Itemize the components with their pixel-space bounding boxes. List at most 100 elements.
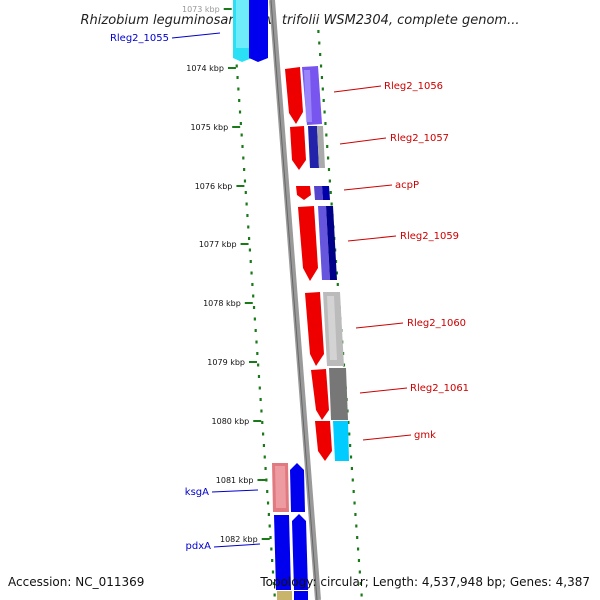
gc-dot bbox=[258, 386, 261, 390]
ruler-tick-label: 1076 kbp bbox=[195, 182, 233, 191]
feature-rleg2-1061[interactable] bbox=[311, 368, 348, 420]
feature-rleg2-1056[interactable] bbox=[285, 66, 322, 125]
gc-dot bbox=[238, 110, 242, 114]
genome-backbone bbox=[269, 0, 321, 600]
gc-dot bbox=[238, 99, 241, 102]
gc-dot bbox=[260, 409, 263, 413]
gc-dot bbox=[239, 122, 242, 125]
ruler-tick-label: 1082 kbp bbox=[220, 535, 258, 544]
gc-dot bbox=[245, 202, 248, 206]
gc-dot bbox=[324, 122, 327, 125]
gc-dot bbox=[352, 490, 355, 493]
gc-dot bbox=[328, 179, 331, 183]
feature-rleg2-1057[interactable] bbox=[290, 126, 325, 170]
gc-dot bbox=[350, 467, 354, 470]
gc-dot bbox=[243, 179, 247, 183]
gc-dot bbox=[348, 432, 351, 436]
gc-dot bbox=[356, 536, 359, 539]
gc-dot bbox=[349, 455, 353, 459]
gc-dot bbox=[251, 283, 254, 286]
gc-dot bbox=[271, 559, 274, 562]
gc-dot bbox=[235, 64, 238, 68]
label-gmk[interactable]: gmk bbox=[414, 430, 436, 441]
feature-rleg2-1055[interactable] bbox=[233, 0, 268, 62]
gc-dot bbox=[329, 191, 332, 194]
gc-dot bbox=[327, 168, 331, 171]
gc-dot bbox=[253, 317, 256, 321]
gc-dot bbox=[247, 237, 251, 240]
gc-dot bbox=[342, 363, 346, 367]
gc-dot bbox=[257, 363, 260, 367]
gc-dot bbox=[243, 168, 246, 171]
feature-gmk[interactable] bbox=[315, 421, 349, 461]
gc-dot bbox=[261, 432, 265, 436]
map-title: Rhizobium leguminosarum bv. trifolii WSM… bbox=[81, 13, 520, 28]
label-rleg2-1061[interactable]: Rleg2_1061 bbox=[410, 383, 469, 394]
label-rleg2-1057[interactable]: Rleg2_1057 bbox=[390, 133, 449, 144]
gc-dot bbox=[250, 271, 253, 275]
gc-dot bbox=[319, 64, 323, 68]
gene-features bbox=[233, 0, 349, 600]
gc-dot bbox=[360, 593, 363, 597]
gc-dot bbox=[246, 214, 249, 217]
gc-dot bbox=[347, 421, 350, 424]
gc-dot bbox=[269, 536, 272, 539]
gc-dot bbox=[240, 133, 243, 137]
gc-dot bbox=[320, 76, 324, 79]
gc-dot bbox=[351, 478, 354, 482]
gc-dot bbox=[244, 191, 247, 194]
label-rleg2-1055[interactable]: Rleg2_1055 bbox=[110, 33, 169, 44]
label-rleg2-1056[interactable]: Rleg2_1056 bbox=[384, 81, 443, 92]
gc-dot bbox=[249, 260, 252, 263]
gc-dot bbox=[263, 455, 266, 459]
gc-dot bbox=[336, 283, 339, 286]
gc-dot bbox=[247, 225, 250, 229]
gc-dot bbox=[242, 156, 245, 160]
feature-pdxa[interactable] bbox=[274, 514, 308, 600]
gc-dot bbox=[256, 352, 259, 355]
gc-dot bbox=[326, 156, 330, 160]
label-ksga[interactable]: ksgA bbox=[185, 487, 209, 498]
gc-dot bbox=[266, 501, 270, 505]
gc-dot bbox=[321, 87, 324, 91]
gc-dot bbox=[241, 145, 244, 148]
gc-dot bbox=[355, 524, 358, 528]
coordinate-ruler: 1073 kbp 1074 kbp 1075 kbp 1076 kbp 1077 kbp… bbox=[182, 5, 270, 544]
gc-dot bbox=[267, 513, 270, 516]
gc-dot bbox=[359, 582, 362, 585]
gc-dot bbox=[248, 248, 252, 252]
gc-dot bbox=[259, 398, 262, 401]
gc-dot bbox=[270, 547, 273, 551]
ruler-tick-label: 1078 kbp bbox=[203, 299, 241, 308]
ruler-tick-label: 1075 kbp bbox=[190, 123, 228, 132]
label-acpp[interactable]: acpP bbox=[395, 180, 419, 191]
gc-dot bbox=[268, 524, 271, 528]
gc-dot bbox=[317, 30, 320, 33]
gene-labels: Rleg2_1055 Rleg2_1056 Rleg2_1057 acpP Rl… bbox=[110, 32, 469, 552]
gc-dot bbox=[252, 306, 256, 309]
gc-dot bbox=[357, 559, 361, 562]
gc-dot bbox=[273, 593, 276, 597]
gc-dot bbox=[271, 570, 275, 574]
gc-dot bbox=[252, 294, 255, 298]
gc-dot bbox=[322, 99, 325, 102]
gc-dot bbox=[326, 145, 329, 148]
label-rleg2-1059[interactable]: Rleg2_1059 bbox=[400, 231, 459, 242]
feature-rleg2-1060[interactable] bbox=[305, 292, 344, 366]
gc-dot bbox=[236, 76, 239, 79]
label-pdxa[interactable]: pdxA bbox=[186, 541, 212, 552]
gc-dot bbox=[319, 53, 322, 56]
gc-dot bbox=[265, 478, 268, 482]
label-rleg2-1060[interactable]: Rleg2_1060 bbox=[407, 318, 466, 329]
feature-rleg2-1059[interactable] bbox=[298, 206, 337, 281]
gc-dot bbox=[257, 375, 261, 378]
ruler-tick-label: 1079 kbp bbox=[207, 358, 245, 367]
gc-dot bbox=[318, 41, 321, 45]
feature-ksga[interactable] bbox=[272, 463, 305, 512]
ruler-tick-label: 1074 kbp bbox=[186, 64, 224, 73]
gc-dot bbox=[262, 444, 266, 447]
gc-dot bbox=[354, 513, 357, 516]
ruler-tick-label: 1073 kbp bbox=[182, 5, 220, 14]
feature-acpp[interactable] bbox=[296, 186, 330, 200]
